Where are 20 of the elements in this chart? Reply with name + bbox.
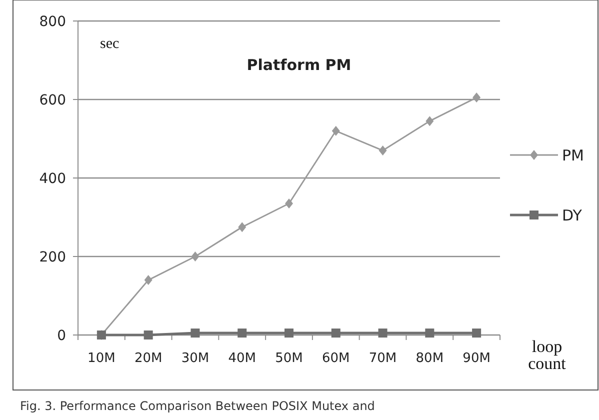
x-tick-label: 20M (134, 351, 162, 366)
x-tick-label: 30M (181, 351, 210, 366)
y-tick-label: 800 (39, 14, 66, 30)
x-tick-label: 70M (368, 351, 397, 366)
caption: Fig. 3. Performance Comparison Between POSIX Mutex and (20, 399, 375, 413)
y-axis-title: sec (100, 36, 120, 52)
x-axis-title: loop count (528, 337, 566, 373)
y-tick-label: 400 (39, 170, 66, 187)
x-tick-label: 90M (462, 351, 490, 366)
y-tick-label: 600 (39, 92, 66, 108)
legend-label: DY (562, 206, 583, 224)
x-tick-label: 10M (88, 351, 116, 366)
y-tick-label: 0 (57, 328, 66, 344)
text: Platform PM (246, 56, 352, 74)
legend-label: PM (562, 146, 584, 164)
y-tick-label: 200 (39, 249, 66, 266)
x-tick-label: 60M (322, 351, 350, 366)
x-tick-label: 40M (228, 351, 256, 366)
x-tick-label: 80M (416, 351, 444, 366)
x-tick-label: 50M (275, 351, 303, 366)
